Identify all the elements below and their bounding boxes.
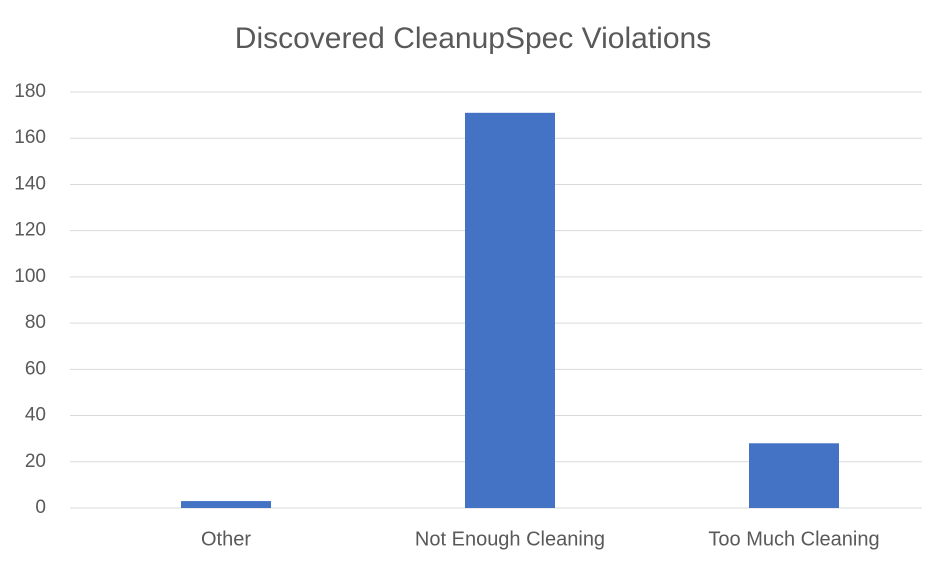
y-tick-label: 140 xyxy=(14,173,46,194)
x-tick-label: Too Much Cleaning xyxy=(708,528,879,550)
y-tick-label: 20 xyxy=(25,451,46,472)
bar xyxy=(181,501,271,508)
y-tick-label: 40 xyxy=(25,405,46,426)
chart-title: Discovered CleanupSpec Violations xyxy=(235,22,711,55)
y-tick-label: 100 xyxy=(14,266,46,287)
x-tick-label: Not Enough Cleaning xyxy=(415,528,605,550)
bar xyxy=(465,112,555,509)
y-tick-label: 120 xyxy=(14,220,46,241)
y-tick-label: 0 xyxy=(35,497,46,518)
y-tick-label: 60 xyxy=(25,358,46,379)
y-tick-label: 160 xyxy=(14,127,46,148)
bar xyxy=(749,443,839,508)
x-tick-label: Other xyxy=(201,528,251,550)
y-tick-label: 80 xyxy=(25,312,46,333)
y-tick-label: 180 xyxy=(14,81,46,102)
